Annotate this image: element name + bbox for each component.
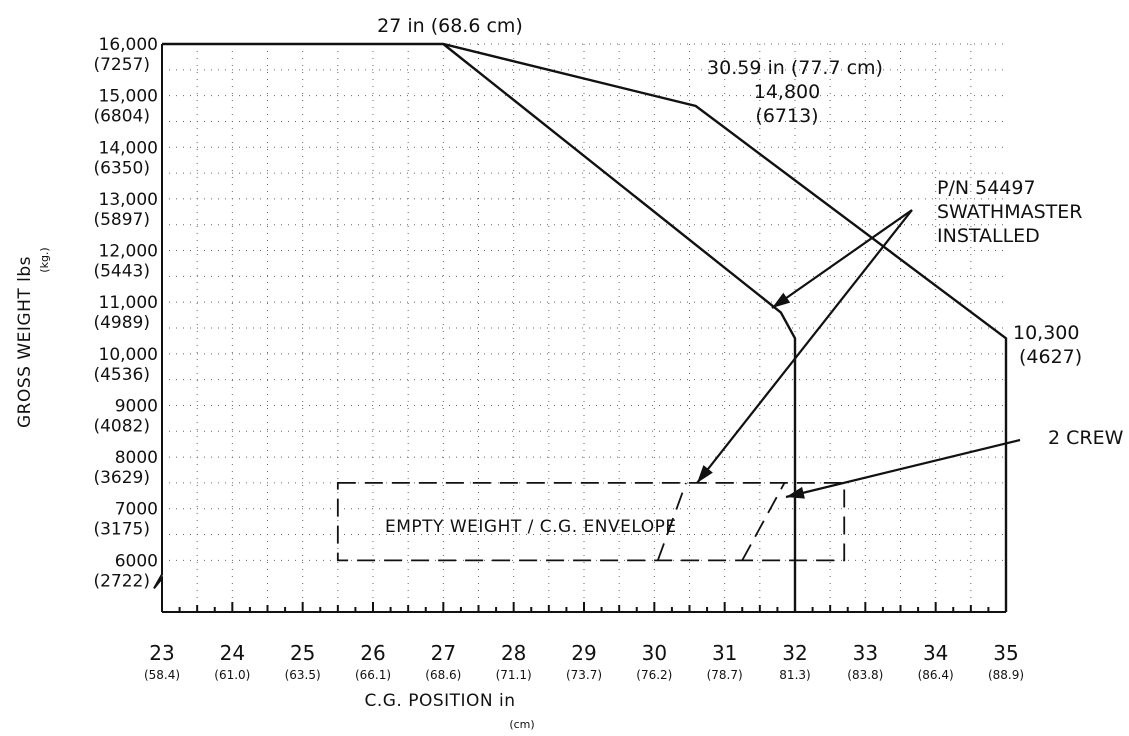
y-tick-sublabel: (4082)	[93, 416, 150, 436]
swathmaster-arrow-upper-head	[772, 292, 791, 308]
x-tick-label: 32	[782, 641, 807, 665]
y-tick-sublabel: (5897)	[93, 210, 150, 230]
y-tick-label: 9000	[115, 396, 158, 416]
x-tick-label: 30	[642, 641, 667, 665]
annotation-mid-line2: 14,800	[754, 81, 820, 103]
axes	[153, 44, 1007, 613]
x-tick-sublabel: (58.4)	[144, 668, 180, 682]
x-tick-label: 27	[431, 641, 456, 665]
x-tick-label: 25	[290, 641, 315, 665]
crew-arrow-head	[786, 486, 805, 499]
crew-limit-line	[741, 482, 786, 561]
empty-weight-envelope	[336, 482, 846, 562]
x-tick-label: 26	[360, 641, 385, 665]
y-tick-sublabel: (2722)	[93, 571, 150, 591]
y-tick-labels: 16,000(7257) 15,000(6804) 14,000(6350) 13,0…	[93, 35, 158, 591]
annotation-swath-line1: P/N 54497	[937, 177, 1036, 199]
x-tick-labels: 23 (58.4) 24 (61.0) 25 (63.5) 26 (66.1) 27 (68.6)…	[144, 641, 1024, 682]
y-tick-label: 15,000	[99, 87, 158, 107]
x-tick-sublabel: (61.0)	[214, 668, 250, 682]
series-line-1	[442, 43, 797, 612]
x-tick-sublabel: (73.7)	[566, 668, 602, 682]
x-tick-label: 31	[712, 641, 737, 665]
y-tick-sublabel: (5443)	[93, 262, 150, 282]
x-tick-sublabel: (88.9)	[988, 668, 1024, 682]
x-axis-title: C.G. POSITION in	[364, 691, 515, 711]
series-lines	[162, 42, 1008, 612]
annotation-mid-line1: 30.59 in (77.7 cm)	[707, 57, 883, 79]
crew-arrow	[785, 438, 1021, 499]
y-tick-label: 13,000	[99, 190, 158, 210]
x-tick-label: 29	[571, 641, 596, 665]
x-tick-sublabel: (66.1)	[355, 668, 391, 682]
annotation-crew: 2 CREW	[1048, 427, 1124, 449]
y-axis-unit: (kg.)	[38, 247, 51, 272]
y-tick-sublabel: (3629)	[93, 468, 150, 488]
y-tick-label: 10,000	[99, 345, 158, 365]
x-tick-label: 34	[923, 641, 948, 665]
x-tick-sublabel: (86.4)	[918, 668, 954, 682]
annotation-top: 27 in (68.6 cm)	[377, 15, 523, 37]
annotation-right-line1: 10,300	[1013, 322, 1079, 344]
series-line-0	[162, 42, 1008, 612]
y-tick-sublabel: (6804)	[93, 107, 150, 127]
x-tick-sublabel: (83.8)	[847, 668, 883, 682]
y-tick-label: 16,000	[99, 35, 158, 55]
x-tick-label: 35	[993, 641, 1018, 665]
y-axis-line	[153, 44, 163, 612]
x-tick-label: 33	[853, 641, 878, 665]
swathmaster-arrow-upper	[771, 209, 913, 309]
annotation-swath-line2: SWATHMASTER	[937, 201, 1083, 223]
x-tick-label: 23	[149, 641, 174, 665]
swathmaster-arrow-lower	[696, 209, 913, 484]
x-tick-sublabel: 81.3)	[779, 668, 810, 682]
y-tick-sublabel: (7257)	[93, 55, 150, 75]
x-tick-sublabel: (76.2)	[636, 668, 672, 682]
envelope-rect	[336, 482, 846, 562]
y-tick-label: 8000	[115, 448, 158, 468]
x-tick-sublabel: (78.7)	[707, 668, 743, 682]
y-tick-sublabel: (4536)	[93, 365, 150, 385]
y-tick-sublabel: (3175)	[93, 520, 150, 540]
y-tick-sublabel: (4989)	[93, 313, 150, 333]
x-tick-label: 28	[501, 641, 526, 665]
y-axis-title: GROSS WEIGHT lbs	[15, 256, 35, 428]
x-tick-label: 24	[220, 641, 245, 665]
x-axis-unit: (cm)	[509, 718, 534, 731]
swathmaster-limit-line	[657, 482, 687, 561]
y-tick-label: 11,000	[99, 293, 158, 313]
y-tick-sublabel: (6350)	[93, 158, 150, 178]
envelope-label: EMPTY WEIGHT / C.G. ENVELOPE	[385, 517, 677, 537]
grid	[162, 43, 1006, 602]
x-tick-sublabel: (68.6)	[425, 668, 461, 682]
swathmaster-arrow-lower-head	[697, 465, 713, 483]
y-tick-label: 6000	[115, 551, 158, 571]
x-tick-sublabel: (63.5)	[285, 668, 321, 682]
annotation-swath-line3: INSTALLED	[937, 225, 1040, 247]
x-tick-sublabel: (71.1)	[496, 668, 532, 682]
annotation-arrows	[696, 209, 1021, 499]
y-tick-label: 7000	[115, 500, 158, 520]
annotation-right-line2: (4627)	[1019, 346, 1082, 368]
y-tick-label: 12,000	[99, 242, 158, 262]
y-tick-label: 14,000	[99, 138, 158, 158]
annotation-mid-line3: (6713)	[755, 105, 818, 127]
